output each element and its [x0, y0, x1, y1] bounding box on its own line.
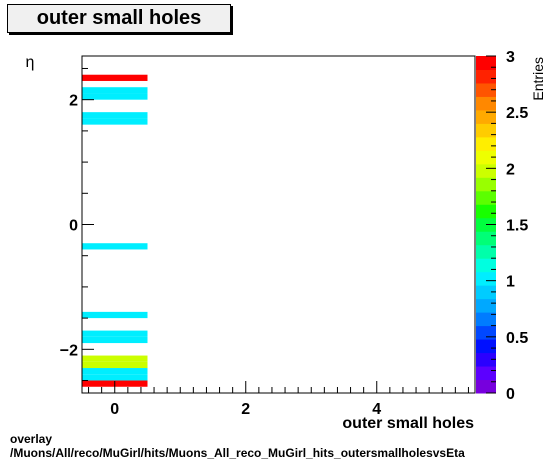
color-scale-swatch	[476, 150, 496, 165]
x-tick-label: 4	[372, 401, 381, 418]
footer-line-1: overlay	[10, 432, 53, 446]
heatmap-cell	[82, 112, 148, 119]
color-scale-swatch	[476, 244, 496, 259]
y-tick-label: −2	[60, 342, 78, 359]
heatmap-cell	[82, 330, 148, 337]
color-scale-swatch	[476, 379, 496, 394]
z-tick-label: 0	[506, 386, 515, 403]
z-tick-label: 0.5	[506, 330, 528, 347]
color-scale-swatch	[476, 231, 496, 246]
y-axis: −2 0 2	[60, 67, 94, 382]
heatmap-cell	[82, 118, 148, 125]
heatmap-cell	[82, 74, 148, 81]
chart-title: outer small holes	[36, 7, 202, 29]
heatmap-cell	[82, 87, 148, 94]
color-scale-swatch	[476, 136, 496, 151]
x-tick-label: 2	[241, 401, 250, 418]
color-scale-swatch	[476, 325, 496, 340]
title-box: outer small holes	[7, 4, 231, 33]
heatmap-cells	[82, 74, 148, 387]
color-scale-swatch	[476, 190, 496, 205]
color-scale-swatch	[476, 204, 496, 219]
x-tick-label: 0	[110, 401, 119, 418]
color-scale-swatch	[476, 339, 496, 354]
z-tick-label: 2	[506, 161, 515, 178]
color-scale-swatch	[476, 271, 496, 286]
y-axis-label: η	[26, 54, 35, 71]
color-scale-swatch	[476, 177, 496, 192]
z-tick-label: 1.5	[506, 218, 528, 235]
color-scale-swatch	[476, 96, 496, 111]
color-scale-swatch	[476, 82, 496, 97]
color-scale-swatch	[476, 298, 496, 313]
heatmap-cell	[82, 355, 148, 362]
z-tick-label: 1	[506, 274, 515, 291]
color-scale	[476, 56, 496, 394]
x-axis: 0 2 4	[88, 381, 469, 418]
footer-line-2: /Muons/All/reco/MuGirl/hits/Muons_All_re…	[10, 446, 465, 460]
color-scale-swatch	[476, 69, 496, 84]
heatmap-cell	[82, 311, 148, 319]
z-tick-label: 2.5	[506, 105, 528, 122]
z-axis-label: Entries	[530, 57, 546, 101]
x-axis-label: outer small holes	[342, 415, 474, 432]
color-scale-swatch	[476, 56, 496, 70]
z-axis: 0 0.5 1 1.5 2 2.5 3	[486, 49, 528, 403]
color-scale-swatch	[476, 366, 496, 381]
color-scale-swatch	[476, 352, 496, 367]
color-scale-swatch	[476, 258, 496, 273]
heatmap-cell	[82, 374, 148, 381]
y-tick-label: 0	[69, 218, 78, 235]
color-scale-swatch	[476, 285, 496, 300]
heatmap-cell	[82, 368, 148, 375]
color-scale-swatch	[476, 109, 496, 124]
heatmap-cell	[82, 336, 148, 344]
color-scale-swatch	[476, 312, 496, 327]
z-tick-label: 3	[506, 49, 515, 66]
heatmap-cell	[82, 243, 148, 250]
heatmap-cell	[82, 361, 148, 369]
y-tick-label: 2	[69, 93, 78, 110]
color-scale-swatch	[476, 163, 496, 178]
color-scale-swatch	[476, 123, 496, 138]
heatmap-cell	[82, 93, 148, 100]
